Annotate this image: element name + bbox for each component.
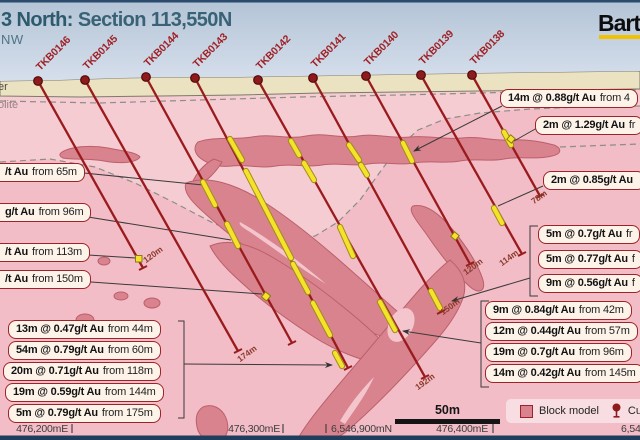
assay-callout: /t Au from 65m [0, 163, 85, 182]
assay-callout: 2m @ 1.29g/t Au fr [535, 116, 640, 135]
legend: Block model Curren [506, 399, 640, 423]
assay-callout: 5m @ 0.7g/t Au fr [538, 225, 640, 244]
trace-TKB0140 [364, 75, 472, 265]
logo-text: Bart [598, 10, 640, 36]
axis-label: 476,200mE [16, 423, 68, 435]
assay-callout: g/t Au from 96m [0, 203, 92, 222]
scale-bar [395, 419, 500, 424]
assay-callout: 19m @ 0.7g/t Au from 96m [485, 343, 632, 362]
drillhole-pin-icon [612, 403, 621, 418]
top-border [0, 0, 640, 3]
assay-callout: 19m @ 0.59g/t Au from 144m [5, 383, 164, 402]
assay-callout: 5m @ 0.77g/t Au f [538, 250, 640, 269]
axis-label: 476,300mE [228, 423, 280, 435]
axis-ticks [71, 424, 494, 433]
assay-callout: 12m @ 0.44g/t Au from 57m [485, 322, 638, 341]
bracket-right-bottom [480, 300, 489, 388]
bottom-border [0, 435, 640, 440]
axis-label: 6,546,900mN [331, 423, 392, 435]
assay-callout: 54m @ 0.79g/t Au from 60m [8, 341, 161, 360]
stratum-label-cover: er [0, 81, 8, 93]
scale-label: 50m [434, 403, 461, 417]
intercepts [200, 129, 514, 369]
assay-callout: 9m @ 0.56g/t Au f [538, 274, 640, 293]
assay-callout: /t Au from 113m [0, 243, 90, 262]
assay-callout: 14m @ 0.42g/t Au from 145m [485, 364, 640, 383]
title-bold: 3 North: [1, 9, 73, 31]
trace-TKB0146 [36, 80, 145, 269]
stratum-label-saprolite: olite [0, 99, 19, 111]
trace-TKB0141 [311, 77, 443, 313]
axis-label: 6,547,0 [621, 423, 640, 435]
legend-block-model-label: Block model [539, 405, 599, 417]
logo-underline [599, 35, 640, 39]
bracket-bottom-left [178, 320, 185, 419]
page-title: 3 North: Section 113,550N [1, 9, 232, 32]
trace-TKB0145 [83, 79, 240, 352]
orientation-label: NW [1, 32, 24, 47]
axis-label: 476,400mE [436, 423, 488, 435]
callout-leaders [83, 105, 544, 419]
assay-callout: 14m @ 0.88g/t Au from 4 [500, 89, 638, 108]
assay-callout: 20m @ 0.71g/t Au from 118m [3, 362, 161, 381]
assay-callout: 9m @ 0.84g/t Au from 42m [485, 301, 632, 320]
title-rest: Section 113,550N [77, 9, 232, 31]
legend-drilling-label: Curren [627, 405, 640, 417]
trace-TKB0139 [419, 74, 524, 255]
block-model-swatch-icon [520, 404, 533, 418]
eoh-ticks [138, 193, 545, 380]
assay-callout: 5m @ 0.79g/t Au from 175m [8, 404, 161, 423]
bracket-right-mid [529, 225, 538, 297]
sky [0, 0, 640, 81]
assay-callout: /t Au from 150m [0, 270, 91, 289]
collars [33, 70, 477, 86]
intercept-markers [135, 134, 516, 302]
assay-callout: 13m @ 0.47g/t Au from 44m [8, 320, 161, 339]
assay-callout: 2m @ 0.85g/t Au [543, 171, 640, 190]
